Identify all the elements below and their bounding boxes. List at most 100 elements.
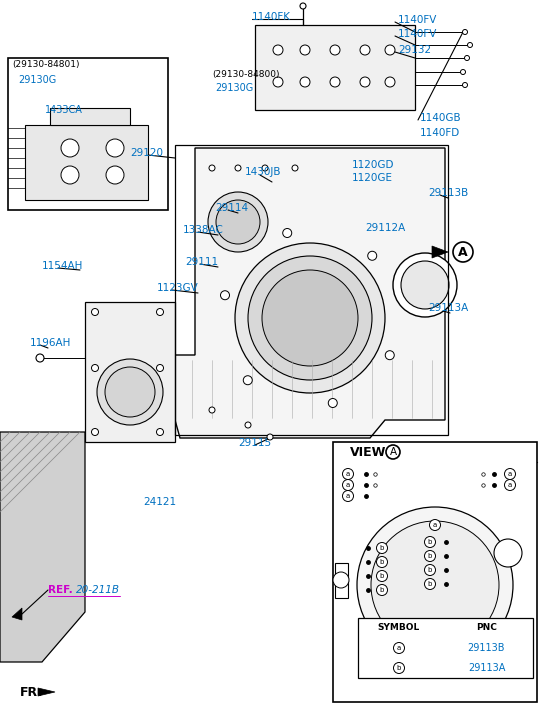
Circle shape <box>464 55 470 60</box>
Circle shape <box>357 507 513 663</box>
Text: 29113A: 29113A <box>428 303 468 313</box>
Text: 29132: 29132 <box>398 45 431 55</box>
Text: 1140FV: 1140FV <box>398 15 437 25</box>
Circle shape <box>504 468 515 480</box>
Text: a: a <box>508 471 512 477</box>
Circle shape <box>343 468 353 480</box>
Text: (29130-84800): (29130-84800) <box>212 71 280 79</box>
Circle shape <box>376 542 388 553</box>
Circle shape <box>106 139 124 157</box>
Polygon shape <box>12 608 22 620</box>
Text: 29112A: 29112A <box>365 223 405 233</box>
Text: b: b <box>428 539 432 545</box>
Circle shape <box>92 364 98 371</box>
Text: 1196AH: 1196AH <box>30 338 71 348</box>
Text: a: a <box>397 645 401 651</box>
Circle shape <box>376 585 388 595</box>
Text: 29130G: 29130G <box>215 83 253 93</box>
Circle shape <box>425 537 435 547</box>
Text: 24121: 24121 <box>143 497 176 507</box>
Circle shape <box>267 434 273 440</box>
Text: REF.: REF. <box>48 585 73 595</box>
Text: 29120: 29120 <box>130 148 163 158</box>
Bar <box>8 58 168 210</box>
Text: b: b <box>397 665 401 671</box>
Circle shape <box>61 166 79 184</box>
Circle shape <box>430 520 440 531</box>
Text: b: b <box>428 567 432 573</box>
Text: a: a <box>433 522 437 528</box>
Polygon shape <box>175 148 445 438</box>
Bar <box>333 442 537 702</box>
Text: 1433CA: 1433CA <box>45 105 83 115</box>
Circle shape <box>273 77 283 87</box>
Text: 29113B: 29113B <box>468 643 505 653</box>
Circle shape <box>494 539 522 567</box>
Text: b: b <box>380 573 384 579</box>
Circle shape <box>105 367 155 417</box>
Text: b: b <box>380 545 384 551</box>
Circle shape <box>61 139 79 157</box>
Text: 20-211B: 20-211B <box>76 585 120 595</box>
Polygon shape <box>25 125 148 200</box>
Circle shape <box>36 354 44 362</box>
Circle shape <box>235 243 385 393</box>
Circle shape <box>330 77 340 87</box>
Circle shape <box>343 480 353 491</box>
Circle shape <box>156 428 163 435</box>
Text: 1154AH: 1154AH <box>42 261 84 271</box>
Circle shape <box>460 70 465 74</box>
Text: FR.: FR. <box>20 686 43 699</box>
Circle shape <box>385 77 395 87</box>
Circle shape <box>360 77 370 87</box>
Text: 1120GE: 1120GE <box>352 173 393 183</box>
Circle shape <box>262 270 358 366</box>
Circle shape <box>343 491 353 502</box>
Circle shape <box>220 291 230 300</box>
Circle shape <box>292 165 298 171</box>
Circle shape <box>386 445 400 459</box>
Circle shape <box>245 422 251 428</box>
Circle shape <box>156 308 163 316</box>
Polygon shape <box>432 246 448 258</box>
Circle shape <box>209 407 215 413</box>
Text: 1140FK: 1140FK <box>252 12 291 22</box>
Circle shape <box>216 200 260 244</box>
Polygon shape <box>0 432 85 662</box>
Polygon shape <box>255 25 415 110</box>
Circle shape <box>360 45 370 55</box>
Text: 1140FD: 1140FD <box>420 128 460 138</box>
Text: (29130-84801): (29130-84801) <box>12 60 79 70</box>
Text: 29111: 29111 <box>185 257 218 267</box>
Circle shape <box>394 643 405 654</box>
Circle shape <box>394 662 405 673</box>
Polygon shape <box>38 688 55 696</box>
Circle shape <box>300 3 306 9</box>
Text: 29115: 29115 <box>238 438 271 448</box>
Text: b: b <box>428 581 432 587</box>
Text: b: b <box>428 553 432 559</box>
Text: VIEW: VIEW <box>350 446 387 459</box>
Text: a: a <box>346 482 350 488</box>
Text: A: A <box>389 447 396 457</box>
Circle shape <box>209 165 215 171</box>
Circle shape <box>453 242 473 262</box>
Text: PNC: PNC <box>476 624 497 632</box>
Circle shape <box>300 45 310 55</box>
Circle shape <box>208 192 268 252</box>
Circle shape <box>463 82 468 87</box>
Circle shape <box>273 45 283 55</box>
Text: 29113A: 29113A <box>468 663 505 673</box>
Polygon shape <box>50 108 130 125</box>
Circle shape <box>385 350 394 360</box>
Circle shape <box>92 428 98 435</box>
Text: 1338AC: 1338AC <box>183 225 224 235</box>
Bar <box>175 145 448 435</box>
Text: b: b <box>380 559 384 565</box>
Circle shape <box>106 166 124 184</box>
Circle shape <box>248 256 372 380</box>
Circle shape <box>368 252 377 260</box>
Circle shape <box>235 165 241 171</box>
Text: A: A <box>458 246 468 259</box>
Circle shape <box>468 42 472 47</box>
